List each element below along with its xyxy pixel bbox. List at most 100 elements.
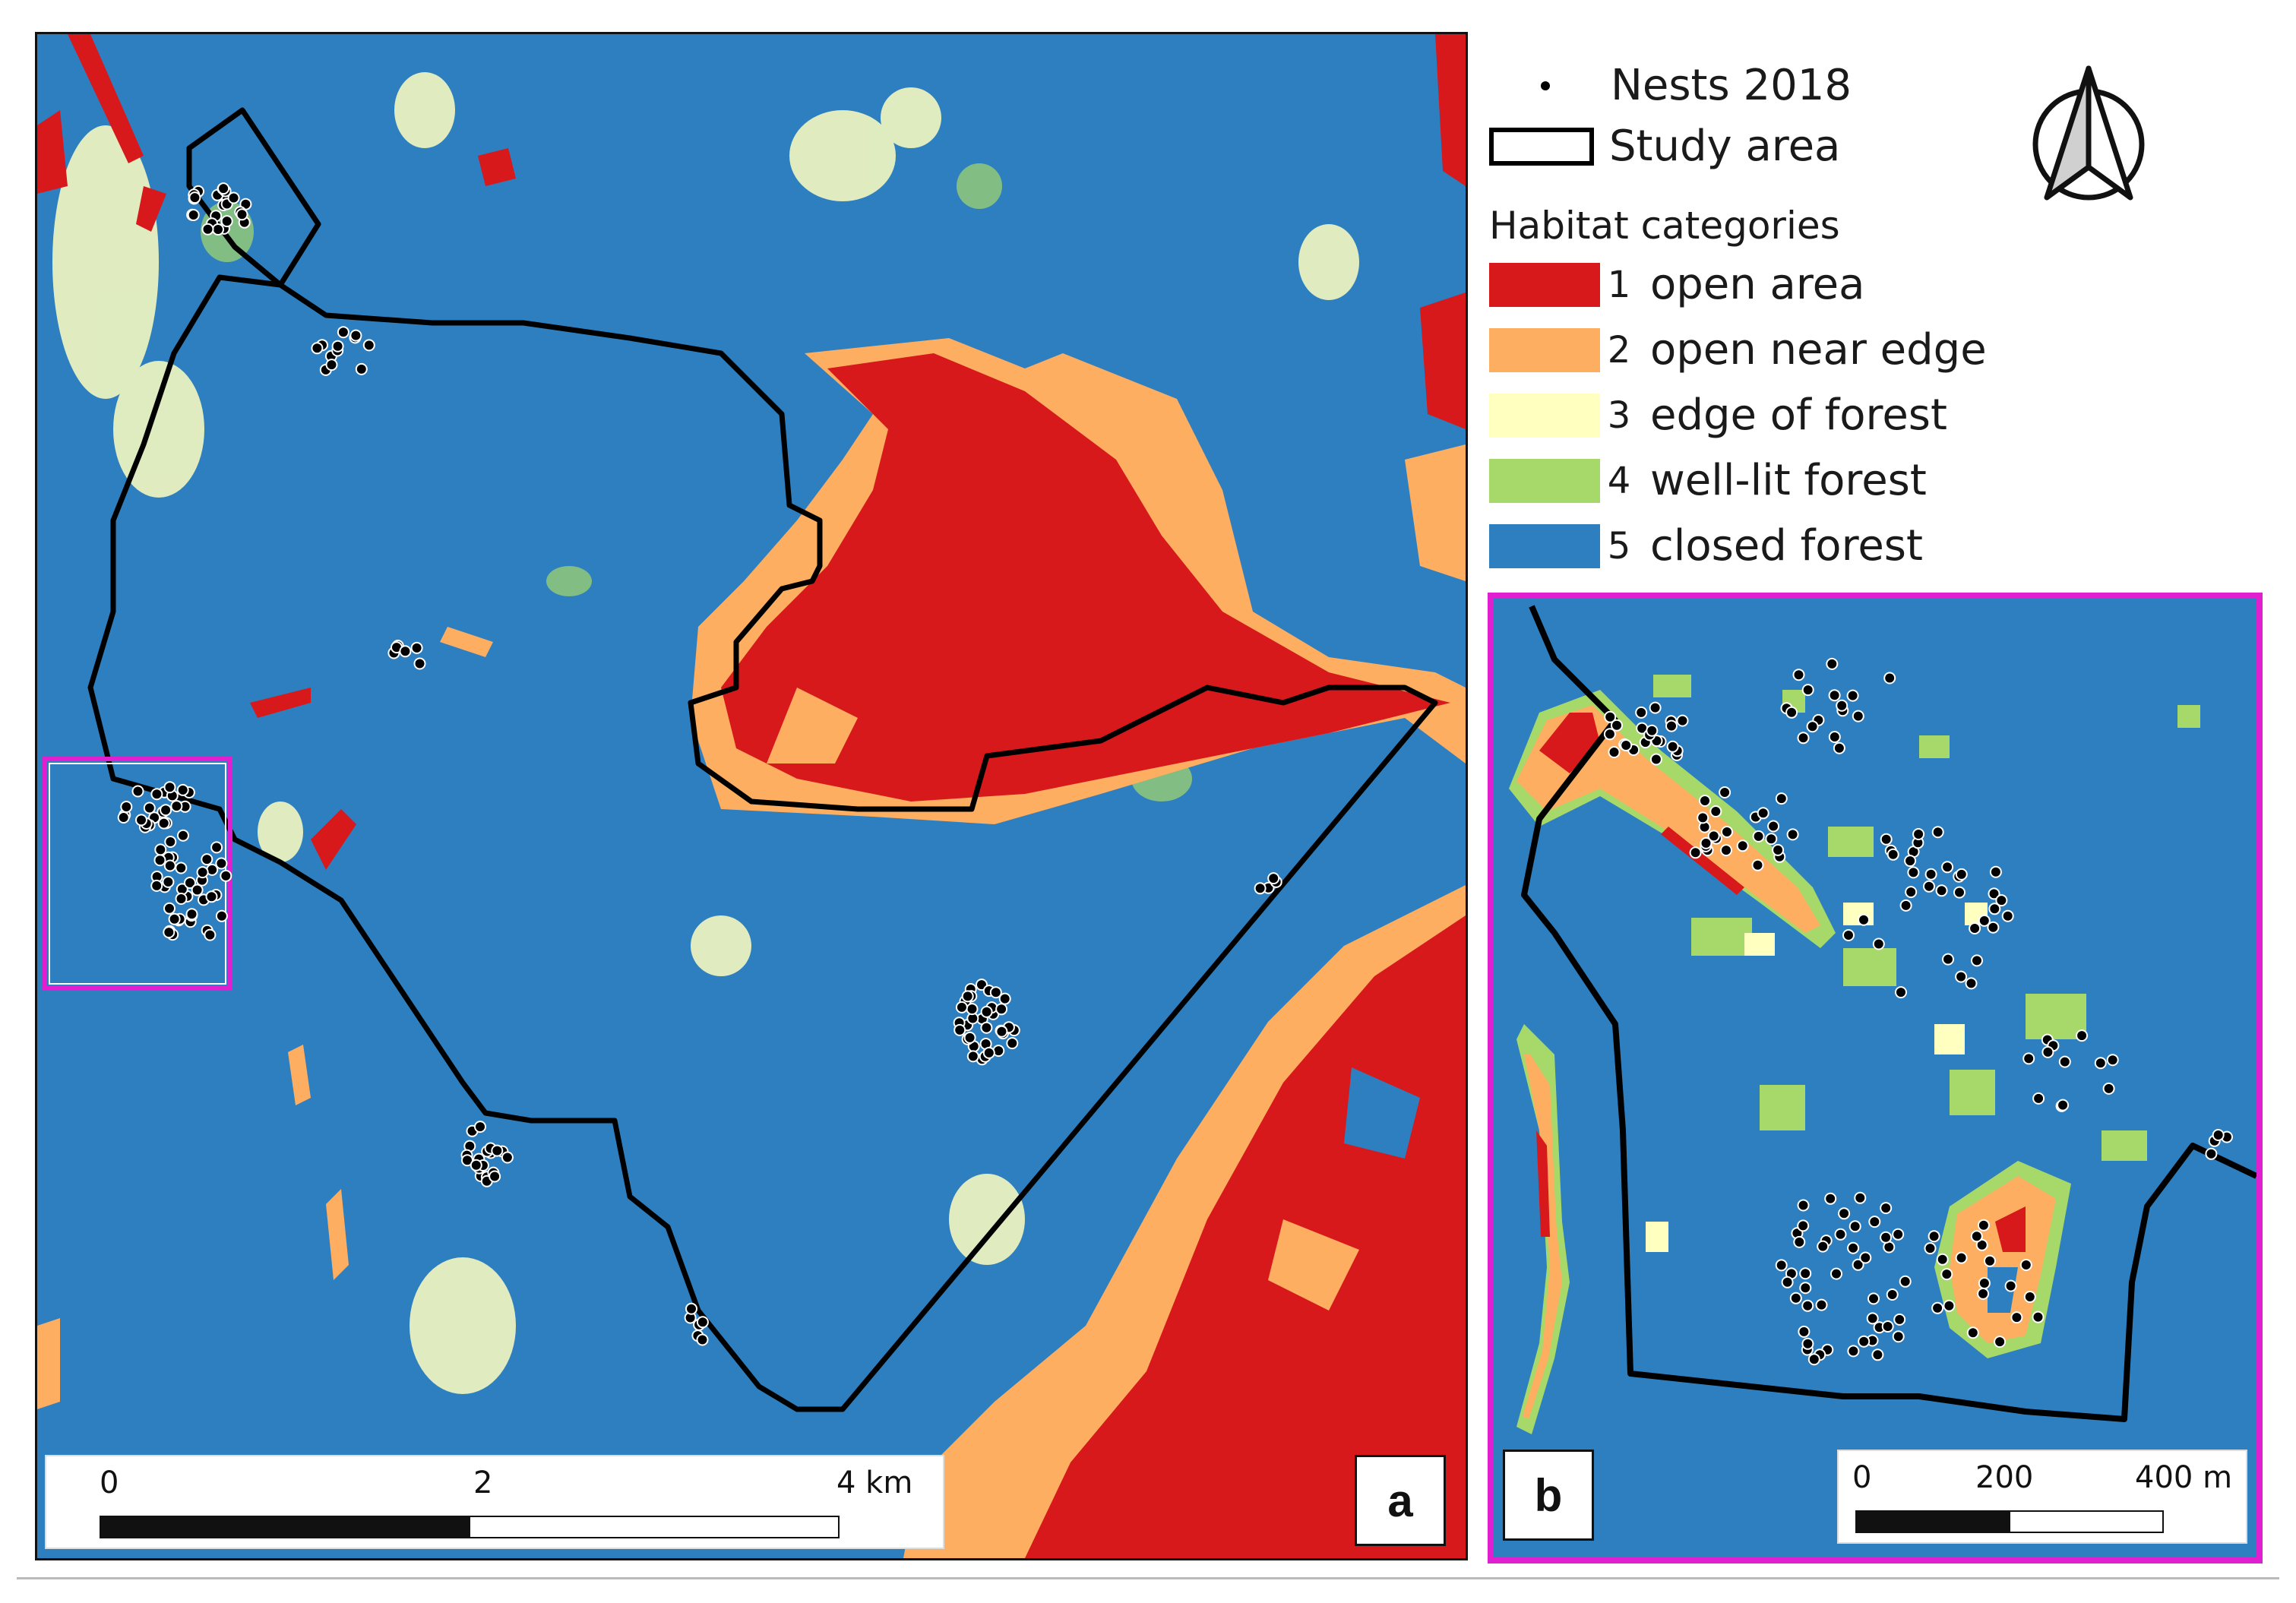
habitat-title: Habitat categories <box>1489 204 1840 248</box>
nest-point <box>2212 1129 2225 1141</box>
nest-point <box>2010 1311 2023 1324</box>
scale-b-bar-black <box>1855 1510 2010 1533</box>
nest-point <box>1697 811 1709 824</box>
north-arrow-icon <box>2024 61 2153 205</box>
nests-layer-a <box>117 182 1282 1346</box>
nest-point <box>1700 836 1713 849</box>
nest-point <box>1830 1267 1842 1280</box>
nest-point <box>1834 1228 1847 1241</box>
nest-point <box>1833 741 1845 754</box>
nest-point <box>164 836 177 848</box>
cat-3-num: 3 <box>1607 394 1631 437</box>
panel-a-label: a <box>1355 1455 1446 1546</box>
nest-point <box>131 785 144 798</box>
nest-point <box>1785 706 1798 719</box>
nest-point <box>1994 1336 2007 1348</box>
legend: Nests 2018 Study area Habitat categories… <box>1489 61 2021 577</box>
nest-point <box>1604 710 1617 723</box>
nest-point <box>1866 1312 1879 1325</box>
nest-point <box>1801 1299 1814 1312</box>
nest-point <box>160 804 172 817</box>
open-near-edge-strips <box>37 444 1466 1409</box>
legend-cat-2: 2 open near edge <box>1489 325 1987 375</box>
nest-point <box>491 1144 504 1157</box>
nest-point <box>220 869 232 882</box>
nest-point <box>470 1159 482 1171</box>
nest-point <box>966 1050 979 1063</box>
nest-point <box>188 191 201 204</box>
study-area-outline-b <box>1521 605 2256 1422</box>
nest-point <box>982 1046 995 1059</box>
nest-point <box>963 1031 976 1044</box>
nest-point <box>961 990 974 1003</box>
nest-point <box>1988 903 2001 915</box>
map-panel-a[interactable]: 0 2 4 km a <box>35 32 1468 1560</box>
nest-point <box>1699 795 1711 807</box>
legend-habitat-title: Habitat categories <box>1489 204 1840 248</box>
cat-5-label: closed forest <box>1650 521 1923 571</box>
nest-point <box>1846 689 1859 702</box>
nest-point <box>1635 706 1648 719</box>
scale-a-tick-2: 2 <box>473 1465 493 1500</box>
legend-nests-label: Nests 2018 <box>1611 61 1852 110</box>
legend-cat-3: 3 edge of forest <box>1489 390 1947 440</box>
nest-point <box>1872 937 1885 950</box>
nest-point <box>1797 1199 1810 1212</box>
nest-point <box>1772 843 1785 856</box>
nest-point <box>196 866 209 879</box>
nest-point <box>120 801 133 813</box>
nest-point <box>980 1005 993 1018</box>
nest-point <box>696 1333 709 1346</box>
nest-point <box>399 645 412 658</box>
nest-point <box>501 1151 514 1164</box>
nest-point <box>1978 914 1991 927</box>
nest-point <box>1969 922 1981 934</box>
nest-point <box>1815 1298 1828 1311</box>
nest-point <box>1786 828 1799 841</box>
nest-point <box>217 182 230 195</box>
nest-point <box>1987 921 2000 934</box>
nest-point-icon <box>1541 81 1550 90</box>
swatch-well-lit-forest <box>1489 458 1600 503</box>
nest-point <box>1931 826 1944 839</box>
nest-point <box>1807 1353 1820 1366</box>
nest-point <box>1978 1277 1991 1289</box>
nest-point <box>696 1316 709 1329</box>
nest-point <box>163 902 176 915</box>
nest-point <box>1757 807 1769 820</box>
nest-point <box>1611 719 1623 732</box>
nest-point <box>685 1302 697 1315</box>
nest-point <box>2032 1311 2045 1323</box>
nest-point <box>162 875 175 888</box>
nest-point <box>1781 1276 1794 1288</box>
cat-1-num: 1 <box>1607 263 1631 306</box>
nest-point <box>204 928 217 941</box>
nest-point <box>212 223 224 236</box>
nest-point <box>1824 1192 1837 1205</box>
scalebar-a: 0 2 4 km <box>45 1455 944 1549</box>
nest-point <box>1006 1037 1019 1050</box>
nest-point <box>2106 1054 2119 1067</box>
nest-point <box>1793 1235 1806 1248</box>
nest-point <box>1886 1288 1899 1301</box>
cat-3-label: edge of forest <box>1650 390 1947 440</box>
nest-point <box>1792 669 1805 681</box>
map-panel-b[interactable]: b 0 200 400 m <box>1488 593 2263 1563</box>
panel-b-label: b <box>1503 1450 1594 1541</box>
nest-point <box>1928 1230 1940 1243</box>
cat-4-num: 4 <box>1607 459 1631 502</box>
map-a-canvas <box>37 34 1466 1558</box>
nest-point <box>1838 1207 1851 1220</box>
nest-point <box>1955 1251 1968 1264</box>
nest-point <box>1775 792 1788 805</box>
nest-point <box>2057 1099 2070 1111</box>
nest-point <box>1905 886 1918 899</box>
nest-point <box>1797 1219 1810 1232</box>
nest-point <box>1836 699 1849 712</box>
nest-point <box>1955 970 1968 983</box>
nest-point <box>150 879 163 892</box>
legend-nests: Nests 2018 <box>1489 61 1852 110</box>
nest-point <box>1775 1259 1788 1272</box>
nest-point <box>995 1003 1008 1016</box>
nest-point <box>1955 868 1968 881</box>
